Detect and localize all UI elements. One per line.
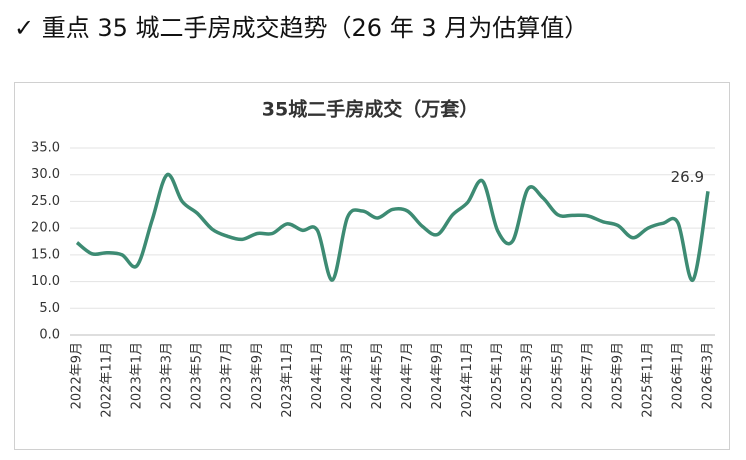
x-tick-label: 2023年11月 bbox=[280, 342, 295, 418]
y-tick-label: 35.0 bbox=[31, 141, 60, 156]
x-tick-label: 2024年5月 bbox=[370, 342, 385, 409]
x-tick-label: 2026年1月 bbox=[670, 342, 685, 409]
x-tick-label: 2025年7月 bbox=[580, 342, 595, 409]
y-tick-label: 15.0 bbox=[31, 247, 60, 262]
x-tick-label: 2025年5月 bbox=[550, 342, 565, 409]
x-tick-label: 2023年5月 bbox=[190, 342, 205, 409]
x-tick-label: 2025年11月 bbox=[640, 342, 655, 418]
x-tick-label: 2023年7月 bbox=[220, 342, 235, 409]
x-tick-label: 2026年3月 bbox=[701, 342, 716, 409]
y-tick-label: 25.0 bbox=[31, 194, 60, 209]
line-series bbox=[75, 172, 710, 282]
x-tick-label: 2023年9月 bbox=[250, 342, 265, 409]
chart-title: 35城二手房成交（万套） bbox=[262, 98, 478, 121]
x-tick-label: 2023年3月 bbox=[160, 342, 175, 409]
section-heading: ✓ 重点 35 城二手房成交趋势（26 年 3 月为估算值） bbox=[14, 14, 589, 42]
x-tick-label: 2025年3月 bbox=[520, 342, 535, 409]
data-label: 26.9 bbox=[671, 168, 704, 186]
x-tick-label: 2024年3月 bbox=[340, 342, 355, 409]
y-tick-label: 30.0 bbox=[31, 167, 60, 182]
x-tick-label: 2024年7月 bbox=[400, 342, 415, 409]
x-tick-label: 2024年1月 bbox=[310, 342, 325, 409]
x-tick-label: 2022年9月 bbox=[70, 342, 85, 409]
x-tick-label: 2023年1月 bbox=[130, 342, 145, 409]
x-tick-label: 2022年11月 bbox=[100, 342, 115, 418]
x-tick-label: 2025年9月 bbox=[610, 342, 625, 409]
x-tick-label: 2025年1月 bbox=[490, 342, 505, 409]
x-tick-label: 2024年11月 bbox=[460, 342, 475, 418]
y-tick-label: 20.0 bbox=[31, 221, 60, 236]
y-tick-label: 10.0 bbox=[31, 274, 60, 289]
y-tick-label: 5.0 bbox=[39, 301, 60, 316]
x-tick-label: 2024年9月 bbox=[430, 342, 445, 409]
chart-frame bbox=[14, 82, 730, 450]
y-tick-label: 0.0 bbox=[39, 328, 60, 343]
